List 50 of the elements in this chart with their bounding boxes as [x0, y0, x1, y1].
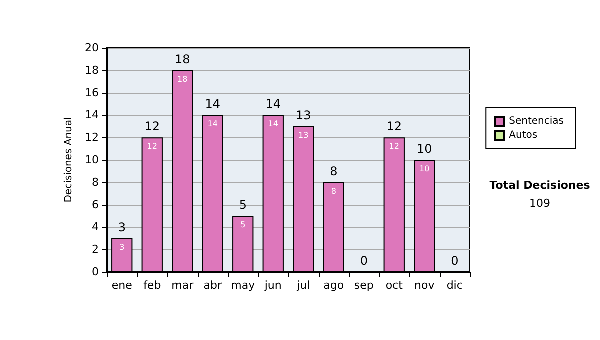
- x-tick-label: mar: [172, 279, 194, 292]
- text: Total Decisiones: [490, 179, 591, 192]
- data-label: 12: [147, 142, 158, 152]
- y-tick-label: 6: [92, 198, 99, 212]
- data-label: 12: [389, 142, 400, 152]
- y-tick-label: 18: [85, 64, 99, 77]
- data-label: 14: [268, 120, 278, 129]
- data-label: 5: [240, 220, 246, 230]
- total-label: 8: [330, 164, 338, 178]
- text: 109: [530, 197, 550, 210]
- x-tick-label: may: [231, 279, 256, 292]
- data-label: 3: [120, 242, 125, 252]
- total-label: 18: [174, 52, 190, 66]
- y-tick-label: 14: [85, 108, 99, 122]
- y-tick-label: 20: [85, 42, 99, 54]
- data-label: 14: [208, 120, 218, 129]
- total-label: 12: [386, 120, 402, 134]
- total-label: 14: [266, 97, 282, 112]
- data-label: 13: [298, 130, 309, 140]
- y-tick-label: 12: [85, 131, 99, 144]
- y-tick-label: 10: [85, 154, 99, 166]
- x-tick-label: jun: [264, 279, 282, 292]
- y-tick-label: 8: [92, 176, 99, 189]
- y-tick-label: 4: [92, 220, 99, 234]
- y-tick-label: 2: [92, 243, 99, 256]
- total-label: 12: [144, 120, 160, 134]
- data-label: 10: [420, 164, 430, 174]
- x-tick-label: abr: [204, 279, 222, 292]
- x-tick-label: sep: [354, 279, 374, 292]
- legend-label: Autos: [509, 130, 538, 141]
- data-label: 18: [178, 74, 188, 84]
- y-axis-title: Decisiones Anual: [64, 117, 75, 203]
- x-tick-label: dic: [446, 279, 463, 292]
- legend-label: Sentencias: [509, 116, 564, 127]
- x-tick-label: nov: [414, 279, 436, 292]
- x-tick-label: jul: [296, 279, 310, 292]
- total-label: 0: [360, 254, 368, 268]
- x-tick-label: feb: [144, 279, 162, 292]
- data-label: 8: [331, 186, 336, 196]
- total-label: 5: [239, 198, 247, 212]
- total-label: 3: [118, 220, 126, 234]
- total-label: 10: [416, 142, 432, 156]
- total-label: 14: [205, 97, 221, 112]
- x-tick-label: ene: [112, 279, 133, 292]
- y-tick-label: 0: [92, 266, 99, 278]
- total-label: 13: [296, 108, 312, 122]
- y-tick-label: 16: [85, 86, 99, 100]
- x-tick-label: oct: [386, 279, 404, 292]
- x-tick-label: ago: [324, 279, 344, 292]
- total-label: 0: [451, 254, 459, 268]
